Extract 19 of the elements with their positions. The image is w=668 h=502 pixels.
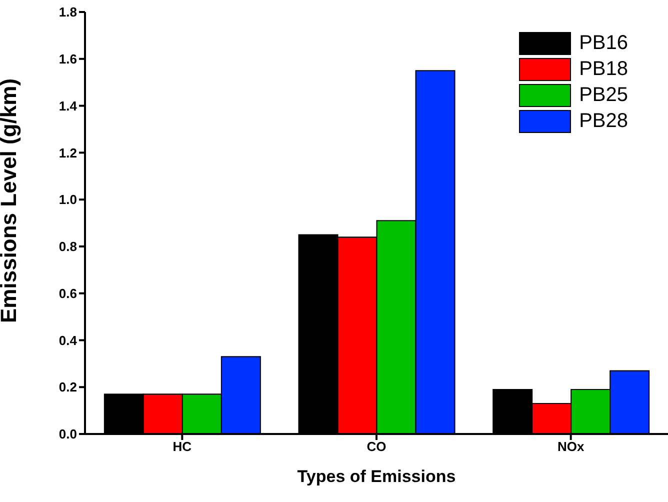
y-tick-label: 1.6 (58, 52, 77, 67)
y-tick-label: 1.0 (58, 192, 77, 208)
y-tick-label: 1.4 (58, 98, 78, 114)
legend-label: PB25 (579, 84, 628, 106)
y-axis-title: Emissions Level (g/km) (0, 78, 21, 323)
x-tick-label: HC (172, 439, 192, 454)
legend-label: PB16 (579, 32, 628, 54)
legend-label: PB18 (579, 58, 628, 80)
y-tick-label: 0.6 (58, 286, 77, 301)
y-tick-label: 0.2 (58, 380, 77, 395)
legend-label: PB28 (579, 110, 628, 132)
y-tick-label: 0.8 (58, 239, 77, 254)
y-tick-label: 0.0 (58, 426, 77, 442)
x-tick-label: NOx (557, 439, 585, 454)
y-tick-label: 1.2 (58, 145, 77, 160)
x-axis-title: Types of Emissions (297, 467, 456, 486)
y-tick-label: 1.8 (58, 4, 77, 20)
y-tick-label: 0.4 (58, 332, 78, 348)
x-tick-label: CO (366, 439, 386, 454)
